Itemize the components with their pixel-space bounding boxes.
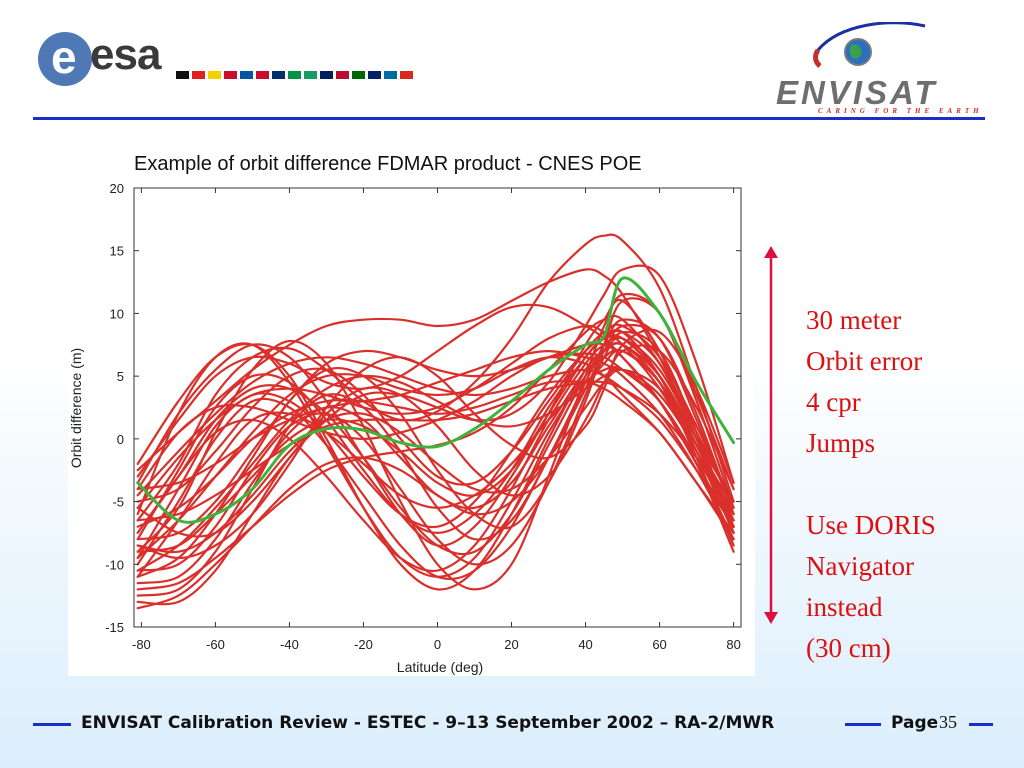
series-line-red bbox=[136, 268, 735, 503]
member-state-flags bbox=[176, 71, 413, 79]
flag-14 bbox=[400, 71, 413, 79]
footer-page-number: 35 bbox=[939, 712, 957, 732]
x-tick-label: 80 bbox=[726, 637, 740, 652]
x-tick-label: -20 bbox=[354, 637, 373, 652]
series-line-red bbox=[136, 292, 735, 591]
series-line-red bbox=[136, 342, 735, 541]
y-tick-label: 15 bbox=[110, 244, 124, 259]
y-tick-label: 0 bbox=[117, 432, 124, 447]
flag-3 bbox=[224, 71, 237, 79]
envisat-tagline: CARING FOR THE EARTH bbox=[818, 107, 983, 115]
side-note-line: 30 meter bbox=[806, 305, 902, 335]
side-note-line: Use DORIS bbox=[806, 510, 936, 540]
esa-logo-letter: e bbox=[51, 31, 77, 83]
footer: ENVISAT Calibration Review - ESTEC - 9–1… bbox=[33, 710, 993, 740]
orbit-difference-chart: Example of orbit difference FDMAR produc… bbox=[68, 153, 742, 675]
esa-logo-wordmark: esa bbox=[90, 30, 161, 79]
series-line-red bbox=[136, 329, 735, 541]
x-tick-label: 40 bbox=[578, 637, 592, 652]
x-tick-label: 60 bbox=[652, 637, 666, 652]
side-note-line bbox=[806, 464, 936, 505]
side-note-line: Orbit error bbox=[806, 346, 923, 376]
x-tick-label: -80 bbox=[132, 637, 151, 652]
axis-layer: -80 -60 -40 -20 0 20 40 60 80 -15 -10 -5 0 5 10 15 20 bbox=[105, 181, 741, 652]
footer-rule-left bbox=[33, 723, 71, 726]
flag-2 bbox=[208, 71, 221, 79]
flag-7 bbox=[288, 71, 301, 79]
flag-8 bbox=[304, 71, 317, 79]
y-tick-label: 10 bbox=[110, 306, 124, 321]
series-layer bbox=[136, 233, 736, 610]
series-line-red bbox=[136, 328, 735, 560]
series-line-green bbox=[136, 276, 736, 524]
series-line-red bbox=[136, 380, 735, 522]
x-axis-label: Latitude (deg) bbox=[397, 659, 483, 675]
flag-1 bbox=[192, 71, 205, 79]
y-tick-label: 20 bbox=[110, 181, 124, 196]
footer-page-label: Page bbox=[891, 713, 939, 733]
y-tick-label: -10 bbox=[105, 557, 124, 572]
y-tick-label: 5 bbox=[117, 369, 124, 384]
x-tick-label: 0 bbox=[434, 637, 441, 652]
x-tick-label: -40 bbox=[280, 637, 299, 652]
side-note-line: instead bbox=[806, 592, 883, 622]
series-line-red bbox=[136, 350, 735, 541]
envisat-logo: ENVISAT CARING FOR THE EARTH bbox=[770, 22, 983, 115]
header-divider bbox=[33, 117, 985, 120]
side-note-line: 4 cpr bbox=[806, 387, 861, 417]
y-tick-label: -5 bbox=[112, 495, 124, 510]
flag-5 bbox=[256, 71, 269, 79]
x-tick-label: -60 bbox=[206, 637, 225, 652]
side-note-line: Navigator bbox=[806, 551, 914, 581]
series-line-red bbox=[136, 349, 735, 580]
series-line-red bbox=[136, 367, 735, 572]
series-line-red bbox=[136, 297, 735, 578]
side-note-line: (30 cm) bbox=[806, 633, 891, 663]
footer-rule-middle bbox=[845, 723, 881, 726]
series-line-red bbox=[136, 368, 735, 554]
series-line-red bbox=[136, 365, 735, 578]
footer-title: ENVISAT Calibration Review - ESTEC - 9–1… bbox=[81, 713, 775, 733]
chart-title: Example of orbit difference FDMAR produc… bbox=[134, 153, 642, 175]
series-line-red bbox=[136, 323, 735, 610]
esa-logo: e esa bbox=[38, 30, 198, 90]
x-tick-label: 20 bbox=[504, 637, 518, 652]
y-axis-label: Orbit difference (m) bbox=[68, 348, 84, 468]
flag-10 bbox=[336, 71, 349, 79]
chart-panel: Example of orbit difference FDMAR produc… bbox=[68, 146, 755, 676]
range-arrow bbox=[764, 246, 778, 624]
flag-13 bbox=[384, 71, 397, 79]
series-line-red bbox=[136, 336, 735, 556]
y-tick-label: -15 bbox=[105, 620, 124, 635]
esa-logo-mark: e bbox=[38, 31, 92, 86]
series-line-red bbox=[136, 342, 735, 591]
flag-11 bbox=[352, 71, 365, 79]
flag-0 bbox=[176, 71, 189, 79]
side-note: 30 meter Orbit error 4 cpr Jumps Use DORIS Na… bbox=[806, 300, 936, 669]
flag-12 bbox=[368, 71, 381, 79]
footer-rule-right bbox=[969, 723, 993, 726]
envisat-wordmark: ENVISAT bbox=[776, 74, 938, 111]
flag-9 bbox=[320, 71, 333, 79]
flag-6 bbox=[272, 71, 285, 79]
flag-4 bbox=[240, 71, 253, 79]
envisat-orbit-swoosh-icon bbox=[813, 22, 926, 68]
side-note-line: Jumps bbox=[806, 428, 876, 458]
